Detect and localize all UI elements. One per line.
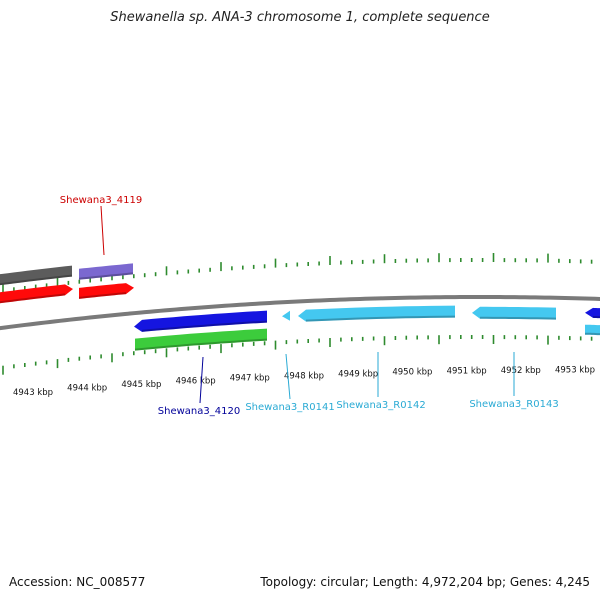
scale-label: 4948 kbp: [284, 371, 324, 381]
gene-label-leader: [100, 205, 105, 256]
cyan-gene-R0143: [472, 306, 556, 320]
scale-label: 4949 kbp: [338, 369, 378, 379]
red-gene-a-shade: [0, 293, 66, 304]
cyan-gene-edge: [585, 324, 600, 336]
gene-label: Shewana3_R0142: [336, 400, 425, 411]
gene-label-leader: [199, 356, 204, 404]
scale-label: 4953 kbp: [555, 366, 595, 376]
scale-label: 4946 kbp: [176, 377, 216, 387]
scale-label: 4943 kbp: [13, 388, 53, 398]
gene-label-leader: [285, 353, 291, 400]
blue-gene-edge: [585, 307, 600, 319]
gene-label: Shewana3_4119: [60, 195, 142, 206]
gene-label: Shewana3_R0143: [469, 399, 558, 410]
gene-track: [0, 263, 600, 351]
gene-label: Shewana3_4120: [158, 406, 240, 417]
red-gene-a: [0, 284, 73, 304]
cyan-gene-R0141: [282, 310, 290, 321]
scale-label: 4947 kbp: [230, 374, 270, 384]
cyan-gene-R0143-shade: [480, 316, 557, 320]
backbone-track: [0, 295, 600, 331]
accession-text: Accession: NC_008577: [9, 575, 146, 589]
blue-gene-4120: [134, 310, 267, 332]
cyan-gene-R0142-shade: [305, 315, 456, 322]
map-title: Shewanella sp. ANA-3 chromosome 1, compl…: [110, 10, 490, 25]
green-gene: [135, 328, 267, 351]
scale-label: 4950 kbp: [392, 368, 432, 378]
gene-labels: Shewana3_4119 Shewana3_4120 Shewana3_R0141…: [60, 195, 559, 417]
scale-label: 4944 kbp: [67, 384, 107, 394]
summary-text: Topology: circular; Length: 4,972,204 bp…: [260, 575, 590, 589]
cyan-gene-R0142: [298, 305, 455, 322]
gene-label: Shewana3_R0141: [245, 402, 334, 413]
red-gene-b: [79, 283, 134, 299]
purple-gene: [79, 263, 133, 280]
scale-label: 4952 kbp: [501, 366, 541, 376]
chromosome-backbone: [0, 295, 600, 331]
scale-labels: 4943 kbp 4944 kbp 4945 kbp 4946 kbp 4947 kbp…: [13, 366, 595, 398]
red-gene-b-shade: [78, 292, 127, 299]
blue-gene-4120-shade: [141, 320, 268, 332]
scale-label: 4945 kbp: [121, 380, 161, 390]
gray-gene: [0, 265, 72, 286]
inner-tick-track: [2, 335, 593, 375]
gray-gene-shade: [0, 274, 73, 286]
cyan-gene-edge-shade: [585, 332, 600, 336]
purple-gene-shade: [78, 272, 134, 280]
green-gene-shade: [134, 338, 268, 351]
scale-label: 4951 kbp: [447, 367, 487, 377]
